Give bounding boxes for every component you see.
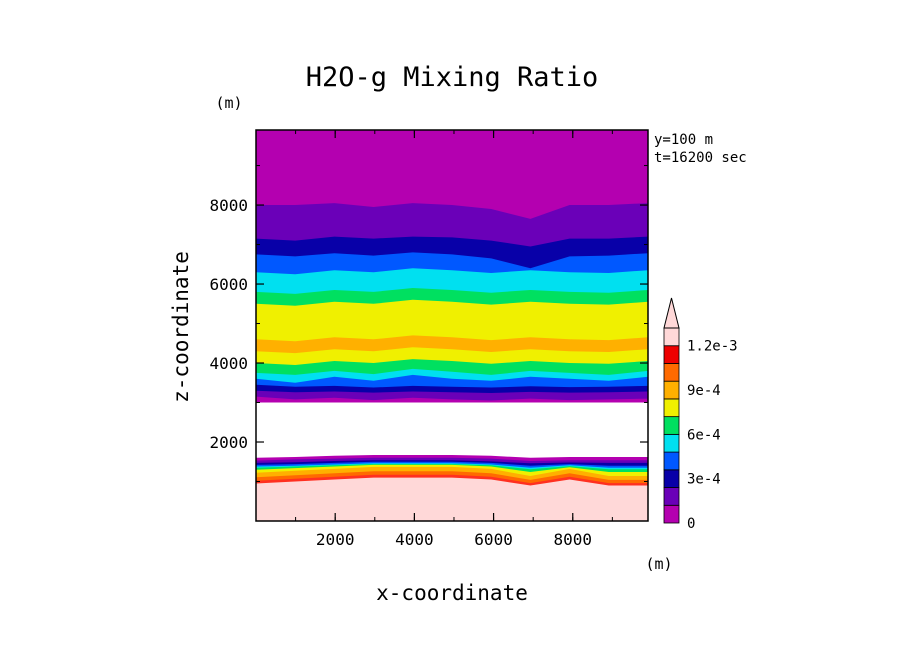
- colorbar-swatch: [663, 469, 680, 488]
- colorbar-extend-arrow: [663, 297, 680, 329]
- colorbar-swatch: [663, 398, 680, 418]
- colorbar-label: 6e-4: [687, 427, 721, 443]
- colorbar-swatch: [663, 363, 680, 382]
- colorbar-swatch: [663, 416, 680, 435]
- y-unit-label: (m): [215, 94, 242, 112]
- colorbar-swatch: [663, 433, 680, 453]
- colorbar-swatch: [663, 345, 680, 364]
- x-axis-label: x-coordinate: [376, 581, 528, 605]
- plot-frame: [255, 129, 649, 522]
- colorbar-label: 0: [687, 516, 695, 532]
- colorbar-swatch: [663, 504, 680, 524]
- colorbar-label: 3e-4: [687, 472, 721, 488]
- colorbar-swatch: [663, 451, 680, 471]
- colorbar-swatch: [663, 487, 680, 506]
- colorbar-swatch: [663, 327, 680, 347]
- x-tick-label: 8000: [554, 530, 593, 549]
- colorbar-label: 9e-4: [687, 383, 721, 399]
- x-tick-label: 2000: [316, 530, 355, 549]
- band-26: [256, 130, 648, 219]
- chart-title: H2O-g Mixing Ratio: [306, 62, 599, 93]
- colorbar-swatch: [663, 380, 680, 400]
- colorbar-label: 1.2e-3: [687, 339, 738, 355]
- colorbar: 0 3e-4 6e-4 9e-4 1.2e-3: [663, 297, 738, 532]
- annotation-y-slice: y=100 m: [654, 132, 713, 148]
- y-axis-label: z-coordinate: [169, 251, 193, 403]
- x-tick-label: 4000: [395, 530, 434, 549]
- x-axis: 2000 4000 6000 8000: [295, 130, 613, 549]
- y-axis: 2000 4000 6000 8000: [209, 165, 648, 483]
- y-tick-label: 2000: [209, 433, 248, 452]
- x-unit-label: (m): [645, 555, 672, 573]
- y-tick-label: 8000: [209, 196, 248, 215]
- x-tick-label: 6000: [474, 530, 513, 549]
- y-tick-label: 6000: [209, 275, 248, 294]
- annotation-time: t=16200 sec: [654, 150, 747, 166]
- plot-area: [255, 129, 649, 522]
- y-tick-label: 4000: [209, 354, 248, 373]
